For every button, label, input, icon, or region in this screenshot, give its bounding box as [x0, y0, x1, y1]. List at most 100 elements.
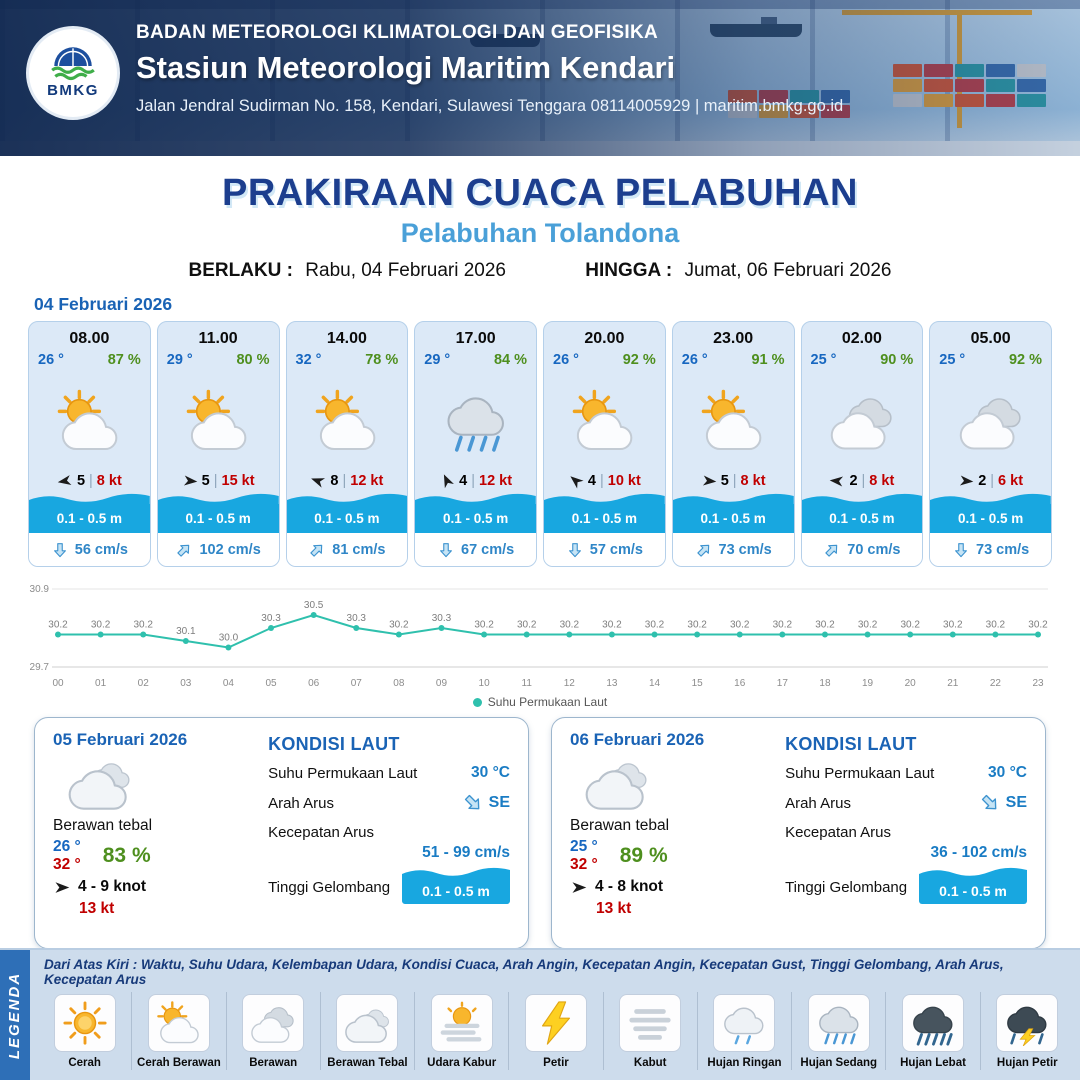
wave-height-band: 0.1 - 0.5 m	[544, 493, 665, 533]
wind-value: 8	[330, 473, 339, 489]
current-row: 56 cm/s	[29, 533, 150, 566]
wind-row: 2 | 8 kt	[802, 473, 923, 493]
wave-crest-icon	[402, 867, 510, 879]
svg-text:09: 09	[436, 678, 448, 689]
forecast-time: 11.00	[198, 330, 238, 347]
header-banner: BMKG BADAN METEOROLOGI KLIMATOLOGI DAN G…	[0, 0, 1080, 156]
svg-text:29.7: 29.7	[30, 662, 50, 673]
svg-text:30.5: 30.5	[304, 600, 324, 611]
wind-speed: 10 kt	[607, 473, 641, 489]
legend-weather-icon	[250, 1000, 296, 1046]
current-direction-icon	[691, 537, 716, 562]
svg-text:00: 00	[52, 678, 64, 689]
current-direction-icon	[457, 787, 488, 818]
wind-row: 4 | 12 kt	[415, 473, 536, 493]
air-temperature: 26 °	[38, 352, 64, 368]
wind-direction-icon	[56, 472, 75, 491]
wind-value: 5	[720, 473, 729, 489]
wind-speed: 8 kt	[869, 473, 895, 489]
wind-value: 2	[978, 473, 987, 489]
daily-wind-range: 4 - 9 knot	[78, 878, 147, 895]
daily-forecast-row: 05 Februari 2026 Berawan tebal 26 ° 32 °…	[0, 709, 1080, 949]
air-temperature: 25 °	[939, 352, 966, 368]
air-temperature: 26 °	[681, 352, 708, 368]
wave-height-value: 0.1 - 0.5 m	[939, 883, 1007, 899]
bmkg-globe-icon	[51, 47, 95, 81]
daily-forecast-card: 05 Februari 2026 Berawan tebal 26 ° 32 °…	[34, 717, 529, 949]
svg-text:30.2: 30.2	[858, 620, 878, 631]
wind-direction-icon	[958, 472, 975, 489]
current-row: 81 cm/s	[286, 533, 408, 566]
wave-crest-icon	[415, 493, 536, 505]
current-speed: 67 cm/s	[461, 541, 515, 558]
legend-item: Cerah Berawan	[132, 992, 227, 1070]
legend-icon-box	[996, 994, 1059, 1052]
wave-crest-icon	[801, 493, 923, 505]
legend-label: Hujan Petir	[996, 1057, 1058, 1069]
legend-weather-icon	[62, 1000, 108, 1046]
legend-item: Petir	[509, 992, 604, 1070]
wave-height-band: 0.1 - 0.5 m	[672, 493, 794, 533]
legend-items-row: Cerah Cerah Berawan Berawan Berawan Teba…	[38, 992, 1080, 1070]
valid-from-label: BERLAKU :	[188, 260, 294, 281]
svg-text:30.1: 30.1	[176, 626, 196, 637]
current-row: 102 cm/s	[157, 533, 279, 566]
wind-row: 2 | 6 kt	[930, 473, 1051, 493]
humidity-value: 90 %	[880, 352, 914, 368]
svg-text:30.2: 30.2	[687, 620, 707, 631]
svg-text:11: 11	[522, 678, 533, 689]
weather-icon	[415, 368, 536, 473]
legend-icon-box	[524, 994, 587, 1052]
daily-date: 05 Februari 2026	[53, 730, 188, 749]
current-row: 57 cm/s	[544, 533, 665, 566]
wind-speed: 15 kt	[221, 473, 255, 489]
svg-text:30.2: 30.2	[48, 620, 68, 631]
current-direction-icon	[952, 541, 970, 559]
wave-height-band: 0.1 - 0.5 m	[286, 493, 408, 533]
daily-wind-row: 4 - 9 knot	[53, 878, 254, 896]
humidity-value: 91 %	[751, 352, 785, 368]
wind-speed: 12 kt	[479, 473, 513, 489]
forecast-card: 17.00 29 ° 84 % 4 | 12 kt 0.1 - 0.5 m 67…	[414, 321, 537, 567]
valid-from-value: Rabu, 04 Februari 2026	[305, 260, 506, 281]
current-row: 73 cm/s	[672, 533, 794, 566]
wave-crest-icon	[930, 493, 1051, 505]
separator: |	[990, 473, 995, 489]
legend-label: Hujan Lebat	[900, 1057, 966, 1069]
current-direction-icon	[974, 787, 1005, 818]
daily-wind-range: 4 - 8 knot	[595, 878, 664, 895]
legend-label: Udara Kabur	[427, 1057, 497, 1069]
legend-item: Cerah	[38, 992, 133, 1070]
svg-text:30.2: 30.2	[474, 620, 494, 631]
legend-icon-box	[902, 994, 965, 1052]
temp-min: 25 °	[570, 838, 598, 855]
wave-height-value: 0.1 - 0.5 m	[442, 511, 509, 526]
legend-icon-box	[147, 994, 210, 1052]
current-speed: 81 cm/s	[332, 541, 386, 558]
svg-text:21: 21	[947, 678, 959, 689]
sst-label: Suhu Permukaan Laut	[268, 764, 418, 782]
current-row: 73 cm/s	[930, 533, 1051, 566]
svg-text:30.2: 30.2	[133, 620, 153, 631]
bmkg-logo: BMKG	[26, 26, 120, 120]
valid-to-label: HINGGA :	[585, 260, 673, 281]
legend-label: Hujan Sedang	[800, 1057, 878, 1069]
temp-min: 26 °	[53, 838, 81, 855]
wind-direction-icon	[181, 472, 198, 489]
wave-height-value: 0.1 - 0.5 m	[829, 511, 895, 526]
svg-text:30.3: 30.3	[261, 613, 281, 624]
current-speed: 73 cm/s	[718, 541, 772, 558]
svg-text:30.2: 30.2	[1028, 620, 1048, 631]
legend-icon-box	[713, 994, 776, 1052]
legend-weather-icon	[1004, 1000, 1050, 1046]
forecast-time: 23.00	[713, 330, 754, 347]
wave-height-badge: 0.1 - 0.5 m	[919, 867, 1027, 904]
svg-text:20: 20	[905, 678, 917, 689]
svg-text:10: 10	[479, 678, 491, 689]
forecast-card: 11.00 29 ° 80 % 5 | 15 kt 0.1 - 0.5 m 10…	[156, 321, 280, 567]
wave-crest-icon	[29, 493, 150, 505]
wave-height-band: 0.1 - 0.5 m	[157, 493, 279, 533]
wind-direction-icon	[437, 470, 458, 491]
air-temperature: 29 °	[424, 352, 451, 368]
temp-max: 32 °	[53, 856, 81, 873]
